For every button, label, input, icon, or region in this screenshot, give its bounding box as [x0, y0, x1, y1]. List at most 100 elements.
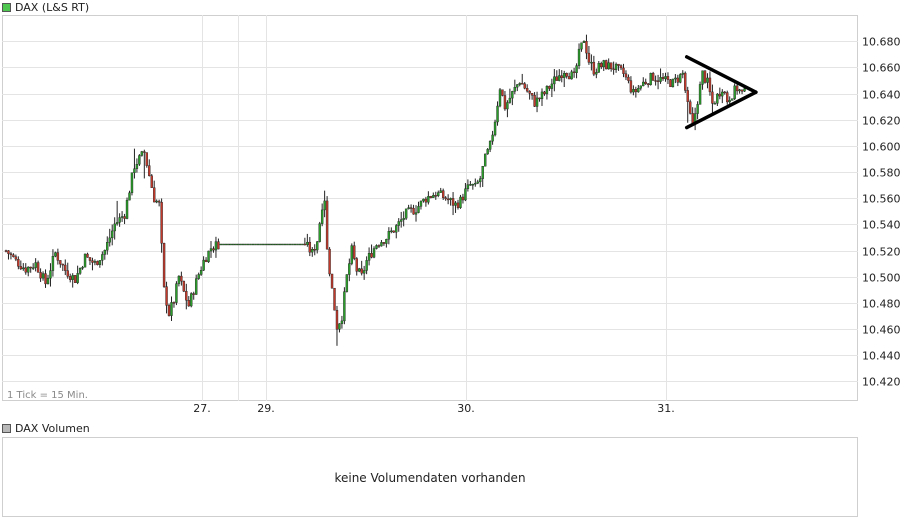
- candle-down: [565, 73, 568, 77]
- candle-down: [555, 76, 559, 81]
- candle-down: [392, 230, 395, 233]
- candle-down: [735, 85, 739, 92]
- candle-up: [254, 243, 257, 246]
- candle-up: [513, 87, 517, 92]
- candle-up: [34, 262, 37, 268]
- candle-down: [409, 207, 413, 209]
- y-tick-label: 10.460: [862, 324, 900, 337]
- main-legend-swatch: [2, 2, 11, 12]
- candle-down: [73, 275, 77, 283]
- candle-up: [108, 237, 111, 243]
- candle-up: [397, 221, 400, 226]
- candle-up: [639, 85, 642, 89]
- candle-up: [417, 206, 420, 213]
- candle-down: [619, 65, 623, 69]
- candle-down: [651, 72, 655, 81]
- candle-down: [88, 257, 92, 261]
- candle-up: [518, 83, 521, 85]
- candle-up: [535, 97, 539, 107]
- candle-down: [629, 80, 633, 93]
- candle-up: [540, 91, 544, 100]
- candle-up: [508, 97, 512, 103]
- candle-up: [244, 243, 247, 246]
- candle-down: [634, 89, 638, 93]
- candle-up: [130, 172, 134, 194]
- candle-down: [688, 101, 692, 114]
- candle-up: [716, 93, 719, 104]
- candle-up: [649, 72, 652, 85]
- candle-up: [464, 188, 467, 201]
- candle-down: [503, 95, 507, 110]
- candle-up: [113, 223, 116, 232]
- candle-up: [496, 105, 499, 123]
- candle-up: [31, 267, 35, 269]
- candle-down: [647, 83, 650, 85]
- candle-up: [728, 100, 731, 103]
- y-tick-label: 10.600: [862, 141, 900, 154]
- candle-down: [64, 264, 67, 271]
- candle-down: [69, 276, 72, 280]
- candle-down: [91, 260, 94, 263]
- candle-up: [318, 223, 321, 242]
- candle-up: [207, 250, 210, 263]
- candle-down: [560, 75, 563, 78]
- candle-up: [343, 291, 346, 322]
- candle-down: [335, 310, 339, 330]
- candle-up: [175, 283, 178, 303]
- candle-down: [143, 151, 146, 153]
- candle-up: [103, 250, 107, 255]
- candle-down: [622, 67, 625, 74]
- candle-down: [624, 73, 628, 78]
- candle-up: [241, 243, 245, 246]
- candle-down: [434, 195, 437, 197]
- volume-legend-label: DAX Volumen: [15, 421, 90, 435]
- candle-down: [19, 266, 23, 270]
- candle-up: [286, 243, 289, 246]
- candle-up: [311, 249, 314, 253]
- candle-down: [585, 41, 588, 54]
- y-tick-label: 10.420: [862, 376, 900, 389]
- candle-up: [511, 91, 514, 99]
- candle-up: [274, 243, 277, 246]
- candle-down: [167, 305, 171, 316]
- candle-up: [738, 89, 741, 92]
- candle-up: [449, 198, 452, 200]
- candle-down: [9, 253, 13, 256]
- candle-up: [607, 62, 610, 70]
- candle-down: [187, 300, 190, 307]
- candle-up: [362, 270, 366, 274]
- candle-down: [723, 91, 726, 94]
- candle-up: [177, 275, 181, 284]
- candle-up: [306, 241, 309, 245]
- candle-up: [432, 195, 435, 198]
- candle-up: [427, 196, 430, 203]
- candle-up: [350, 245, 353, 264]
- candle-up: [98, 260, 102, 265]
- volume-empty-message: keine Volumendaten vorhanden: [334, 471, 526, 485]
- candle-up: [219, 243, 223, 246]
- price-chart: 10.420 10.440 10.460 10.480 10.500 10.520 10.5…: [2, 15, 900, 415]
- candle-down: [308, 241, 312, 253]
- candle-down: [12, 254, 15, 257]
- candle-up: [387, 231, 391, 240]
- candle-up: [232, 243, 235, 246]
- candle-down: [123, 216, 126, 219]
- candle-down: [36, 262, 40, 273]
- candle-down: [56, 252, 60, 261]
- candle-up: [481, 166, 484, 179]
- candle-up: [296, 243, 299, 246]
- candle-down: [711, 91, 714, 104]
- candle-down: [217, 241, 220, 250]
- candle-down: [66, 270, 69, 277]
- candle-up: [506, 102, 509, 110]
- candle-down: [587, 52, 591, 63]
- candle-down: [360, 268, 363, 274]
- candle-up: [271, 243, 274, 246]
- candle-down: [617, 63, 620, 66]
- y-tick-label: 10.580: [862, 167, 900, 180]
- candle-down: [605, 60, 608, 70]
- candle-up: [316, 241, 319, 251]
- candle-up: [256, 243, 260, 246]
- candle-up: [580, 42, 583, 50]
- candle-down: [29, 266, 32, 269]
